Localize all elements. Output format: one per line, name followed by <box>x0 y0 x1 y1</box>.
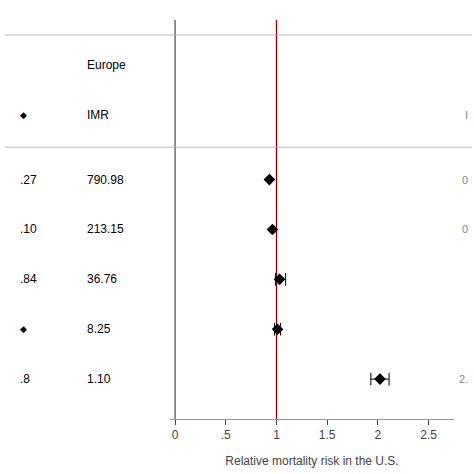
svg-text:◆: ◆ <box>20 110 27 120</box>
svg-text:◆: ◆ <box>20 324 27 334</box>
svg-text:0: 0 <box>462 223 468 235</box>
svg-text:.27: .27 <box>20 173 37 187</box>
svg-text:0: 0 <box>462 174 468 186</box>
svg-text:213.15: 213.15 <box>87 222 124 236</box>
svg-text:.10: .10 <box>20 222 37 236</box>
svg-text:.84: .84 <box>20 272 37 286</box>
svg-text:Europe: Europe <box>87 58 126 72</box>
svg-text:2: 2 <box>375 428 382 442</box>
svg-text:IMR: IMR <box>87 108 109 122</box>
svg-text:1.5: 1.5 <box>319 428 336 442</box>
svg-text:2.5: 2.5 <box>420 428 437 442</box>
svg-text:0: 0 <box>172 428 179 442</box>
svg-text:790.98: 790.98 <box>87 173 124 187</box>
svg-text:2.: 2. <box>459 373 468 385</box>
svg-text:.8: .8 <box>20 372 30 386</box>
svg-text:8.25: 8.25 <box>87 322 111 336</box>
svg-text:I: I <box>465 109 468 121</box>
svg-text:1.10: 1.10 <box>87 372 111 386</box>
svg-text:.5: .5 <box>221 428 231 442</box>
svg-text:Relative mortality risk in the: Relative mortality risk in the U.S. <box>225 454 398 468</box>
svg-text:1: 1 <box>273 428 280 442</box>
svg-text:36.76: 36.76 <box>87 272 117 286</box>
